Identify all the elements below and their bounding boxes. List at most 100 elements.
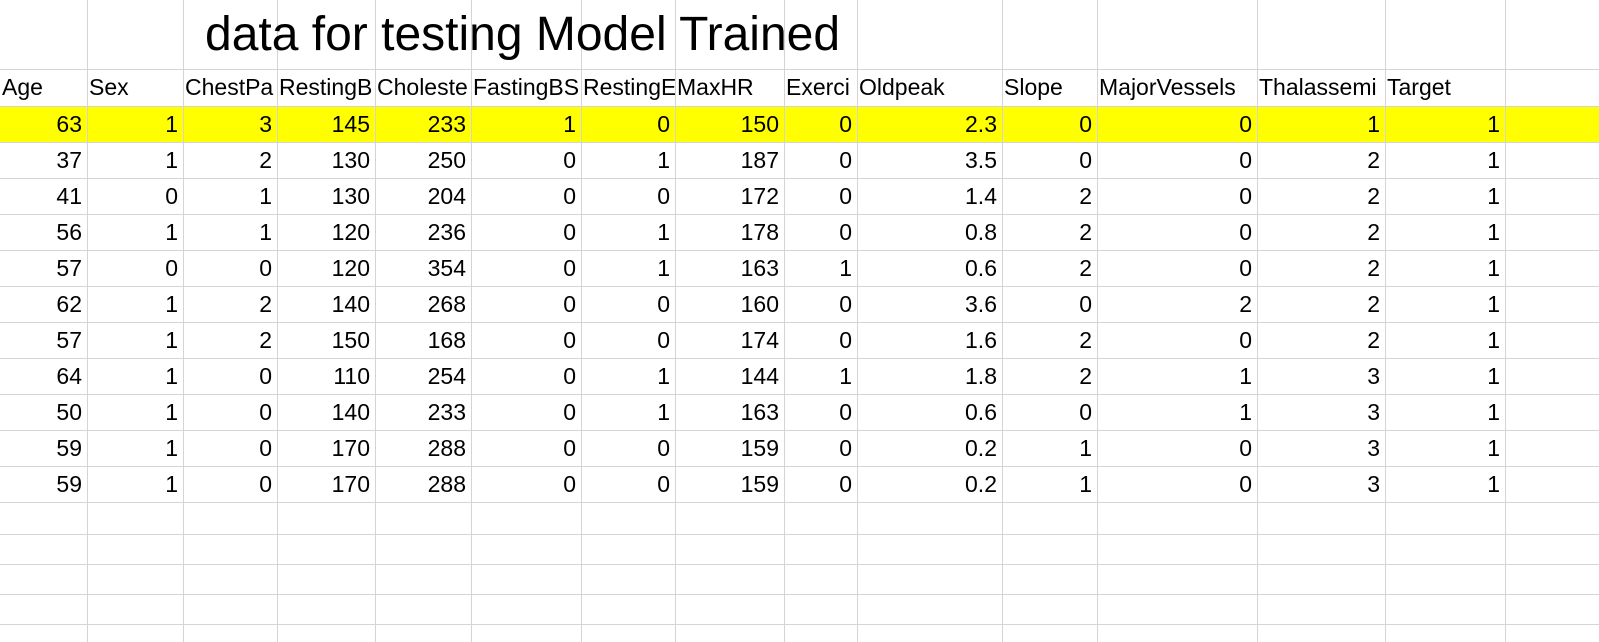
table-cell[interactable]: 170	[331, 435, 370, 461]
table-cell[interactable]: 59	[56, 435, 82, 461]
table-cell[interactable]: 0	[259, 363, 272, 389]
column-header[interactable]: RestingB	[279, 74, 373, 100]
table-cell[interactable]: 1.6	[965, 327, 997, 353]
table-cell[interactable]: 0	[563, 435, 576, 461]
table-cell[interactable]: 1	[839, 363, 852, 389]
table-cell[interactable]: 0	[657, 291, 670, 317]
table-cell[interactable]: 159	[740, 435, 779, 461]
table-cell[interactable]: 2	[1367, 291, 1380, 317]
table-cell[interactable]: 0	[1079, 147, 1092, 173]
table-cell[interactable]: 1	[1239, 363, 1252, 389]
table-cell[interactable]: 0	[1239, 255, 1252, 281]
table-cell[interactable]: 1	[1487, 363, 1500, 389]
table-cell[interactable]: 0	[563, 219, 576, 245]
table-cell[interactable]: 233	[427, 111, 466, 137]
table-cell[interactable]: 140	[331, 399, 370, 425]
table-cell[interactable]: 268	[427, 291, 466, 317]
table-cell[interactable]: 150	[740, 111, 779, 137]
table-cell[interactable]: 2	[1079, 327, 1092, 353]
table-cell[interactable]: 1	[259, 183, 272, 209]
table-cell[interactable]: 2	[1367, 183, 1380, 209]
table-cell[interactable]: 62	[56, 291, 82, 317]
table-cell[interactable]: 2	[1239, 291, 1252, 317]
column-header[interactable]: Slope	[1004, 74, 1063, 100]
table-cell[interactable]: 2	[259, 291, 272, 317]
table-cell[interactable]: 120	[331, 255, 370, 281]
table-cell[interactable]: 0	[657, 327, 670, 353]
table-cell[interactable]: 0.8	[965, 219, 997, 245]
table-cell[interactable]: 0	[657, 111, 670, 137]
table-cell[interactable]: 0	[1239, 471, 1252, 497]
table-cell[interactable]: 172	[740, 183, 779, 209]
table-cell[interactable]: 3.6	[965, 291, 997, 317]
table-cell[interactable]: 1	[165, 471, 178, 497]
table-cell[interactable]: 145	[331, 111, 370, 137]
table-cell[interactable]: 0	[1239, 147, 1252, 173]
table-cell[interactable]: 37	[56, 147, 82, 173]
table-cell[interactable]: 0	[563, 363, 576, 389]
table-cell[interactable]: 0	[1239, 327, 1252, 353]
table-cell[interactable]: 0	[563, 399, 576, 425]
table-cell[interactable]: 1	[563, 111, 576, 137]
table-cell[interactable]: 2	[259, 147, 272, 173]
table-cell[interactable]: 1	[657, 147, 670, 173]
table-cell[interactable]: 1.4	[965, 183, 997, 209]
table-cell[interactable]: 50	[56, 399, 82, 425]
table-cell[interactable]: 0	[839, 471, 852, 497]
table-cell[interactable]: 0	[839, 147, 852, 173]
table-cell[interactable]: 0	[1239, 219, 1252, 245]
table-cell[interactable]: 3	[1367, 471, 1380, 497]
table-cell[interactable]: 1	[165, 435, 178, 461]
table-cell[interactable]: 1	[259, 219, 272, 245]
table-cell[interactable]: 0	[563, 291, 576, 317]
table-cell[interactable]: 0.2	[965, 435, 997, 461]
table-cell[interactable]: 0	[839, 219, 852, 245]
column-header[interactable]: Sex	[89, 74, 129, 100]
table-cell[interactable]: 1	[165, 219, 178, 245]
table-cell[interactable]: 1	[1487, 111, 1500, 137]
table-cell[interactable]: 0	[839, 111, 852, 137]
table-cell[interactable]: 1	[165, 291, 178, 317]
table-cell[interactable]: 1	[1487, 255, 1500, 281]
column-header[interactable]: MaxHR	[677, 74, 754, 100]
table-cell[interactable]: 130	[331, 147, 370, 173]
table-cell[interactable]: 1	[1487, 183, 1500, 209]
table-cell[interactable]: 233	[427, 399, 466, 425]
table-cell[interactable]: 1	[657, 399, 670, 425]
table-cell[interactable]: 0	[563, 147, 576, 173]
table-cell[interactable]: 2	[1079, 219, 1092, 245]
table-cell[interactable]: 2	[1367, 219, 1380, 245]
column-header[interactable]: Exerci	[786, 74, 850, 100]
table-cell[interactable]: 2	[1079, 255, 1092, 281]
table-cell[interactable]: 0	[657, 435, 670, 461]
table-cell[interactable]: 1	[657, 219, 670, 245]
table-cell[interactable]: 0	[563, 471, 576, 497]
table-cell[interactable]: 2	[1079, 363, 1092, 389]
table-cell[interactable]: 0	[839, 291, 852, 317]
table-cell[interactable]: 178	[740, 219, 779, 245]
table-cell[interactable]: 2	[1079, 183, 1092, 209]
table-cell[interactable]: 204	[427, 183, 466, 209]
table-cell[interactable]: 1	[1487, 471, 1500, 497]
table-cell[interactable]: 3	[1367, 399, 1380, 425]
table-cell[interactable]: 163	[740, 255, 779, 281]
table-cell[interactable]: 64	[56, 363, 82, 389]
table-cell[interactable]: 236	[427, 219, 466, 245]
table-cell[interactable]: 160	[740, 291, 779, 317]
table-cell[interactable]: 1	[165, 111, 178, 137]
table-cell[interactable]: 63	[56, 111, 82, 137]
column-header[interactable]: Age	[2, 74, 43, 100]
table-cell[interactable]: 110	[333, 363, 370, 389]
table-cell[interactable]: 2	[259, 327, 272, 353]
table-cell[interactable]: 250	[427, 147, 466, 173]
table-cell[interactable]: 1	[1487, 291, 1500, 317]
table-cell[interactable]: 41	[56, 183, 82, 209]
column-header[interactable]: Thalassemi	[1259, 74, 1377, 100]
table-cell[interactable]: 1	[1487, 327, 1500, 353]
table-cell[interactable]: 1	[165, 327, 178, 353]
table-cell[interactable]: 0.6	[965, 255, 997, 281]
table-cell[interactable]: 0	[1079, 111, 1092, 137]
table-cell[interactable]: 1	[1487, 219, 1500, 245]
table-cell[interactable]: 1	[165, 147, 178, 173]
table-cell[interactable]: 0	[259, 471, 272, 497]
